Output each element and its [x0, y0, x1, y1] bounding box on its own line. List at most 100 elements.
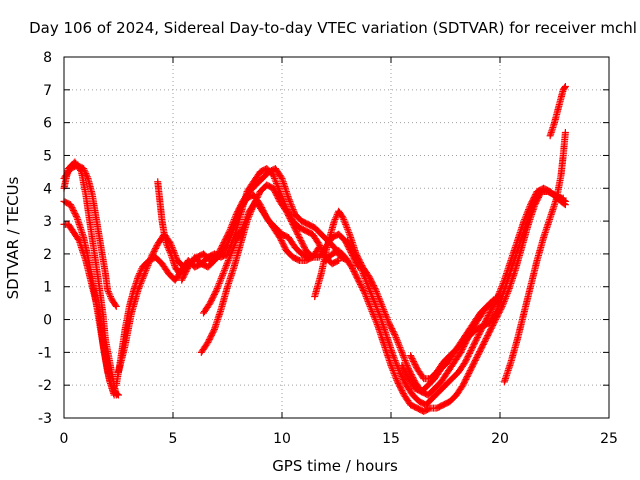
data-point [273, 179, 281, 187]
data-point [104, 288, 112, 296]
series-arc-8 [178, 191, 323, 284]
data-point [270, 173, 278, 181]
axis-ticks [63, 56, 610, 419]
data-point [224, 238, 232, 246]
data-point [222, 263, 230, 271]
data-point [374, 307, 382, 315]
data-point [360, 288, 368, 296]
data-point [226, 252, 234, 260]
data-point [371, 316, 379, 324]
data-point [245, 209, 253, 217]
series-arc-7 [154, 178, 188, 278]
data-point [392, 360, 400, 368]
data-point [382, 311, 390, 319]
data-point [494, 302, 502, 310]
series-arc-16 [500, 128, 569, 386]
data-point [390, 355, 398, 363]
data-point [399, 352, 407, 360]
data-point [77, 166, 85, 174]
y-tick-label: 7 [43, 83, 52, 99]
y-tick-label: 3 [43, 214, 52, 230]
data-point [367, 304, 375, 312]
data-point [389, 352, 397, 360]
data-point [391, 357, 399, 365]
data-point [359, 270, 367, 278]
data-point [294, 256, 302, 264]
data-point [492, 309, 500, 317]
data-point [358, 266, 366, 274]
data-point [345, 229, 353, 237]
y-tick-label: 2 [43, 247, 52, 263]
data-point [163, 242, 171, 250]
data-point [397, 347, 405, 355]
data-point [378, 302, 386, 310]
data-point [225, 235, 233, 243]
data-point [361, 289, 369, 297]
data-point [213, 284, 221, 292]
data-point [390, 353, 398, 361]
data-point [107, 294, 115, 302]
data-point [374, 291, 382, 299]
data-point [288, 202, 296, 210]
y-tick-label: 6 [43, 116, 52, 132]
data-point [382, 312, 390, 320]
data-point [230, 242, 238, 250]
data-point [224, 240, 231, 248]
data-point [527, 207, 535, 215]
y-tick-label: -3 [38, 411, 52, 427]
data-point [220, 266, 228, 274]
data-point [528, 204, 536, 212]
data-point [342, 222, 350, 230]
data-point [383, 314, 391, 322]
data-point [369, 294, 377, 302]
data-point [391, 330, 399, 338]
data-point [493, 306, 501, 314]
data-point [380, 307, 388, 315]
data-point [496, 297, 504, 305]
data-point [222, 261, 230, 269]
data-point [225, 237, 233, 245]
data-point [400, 353, 408, 361]
data-point [243, 214, 251, 222]
data-point [370, 296, 378, 304]
data-point [74, 235, 82, 243]
data-point [218, 271, 226, 279]
data-point [217, 276, 225, 284]
data-point [356, 263, 364, 271]
data-point [285, 196, 293, 204]
y-tick-label: 4 [43, 181, 52, 197]
data-point [339, 214, 347, 222]
data-point [110, 391, 118, 399]
data-point [226, 253, 234, 261]
data-point [371, 299, 379, 307]
data-point [135, 283, 143, 291]
data-point [230, 243, 238, 251]
data-point [361, 291, 369, 299]
data-point [287, 201, 295, 209]
data-point [367, 289, 375, 297]
data-point [214, 283, 222, 291]
data-point [376, 296, 384, 304]
x-axis-label: GPS time / hours [272, 457, 398, 475]
data-point [239, 224, 247, 232]
data-point [388, 363, 396, 371]
y-axis-label: SDTVAR / TECUs [4, 176, 22, 299]
data-point [225, 255, 233, 263]
data-point [215, 281, 223, 289]
data-point [365, 299, 373, 307]
data-point [139, 275, 147, 283]
data-point [146, 256, 154, 264]
data-point [342, 220, 350, 228]
data-point [369, 309, 377, 317]
data-point [141, 270, 149, 278]
series-arc-10 [200, 197, 312, 317]
data-point [361, 275, 369, 283]
data-point [395, 340, 403, 348]
data-point [238, 225, 246, 233]
data-point [111, 301, 119, 309]
data-point [371, 285, 379, 293]
data-point [365, 301, 373, 309]
data-point [495, 301, 503, 309]
data-point [492, 307, 500, 315]
